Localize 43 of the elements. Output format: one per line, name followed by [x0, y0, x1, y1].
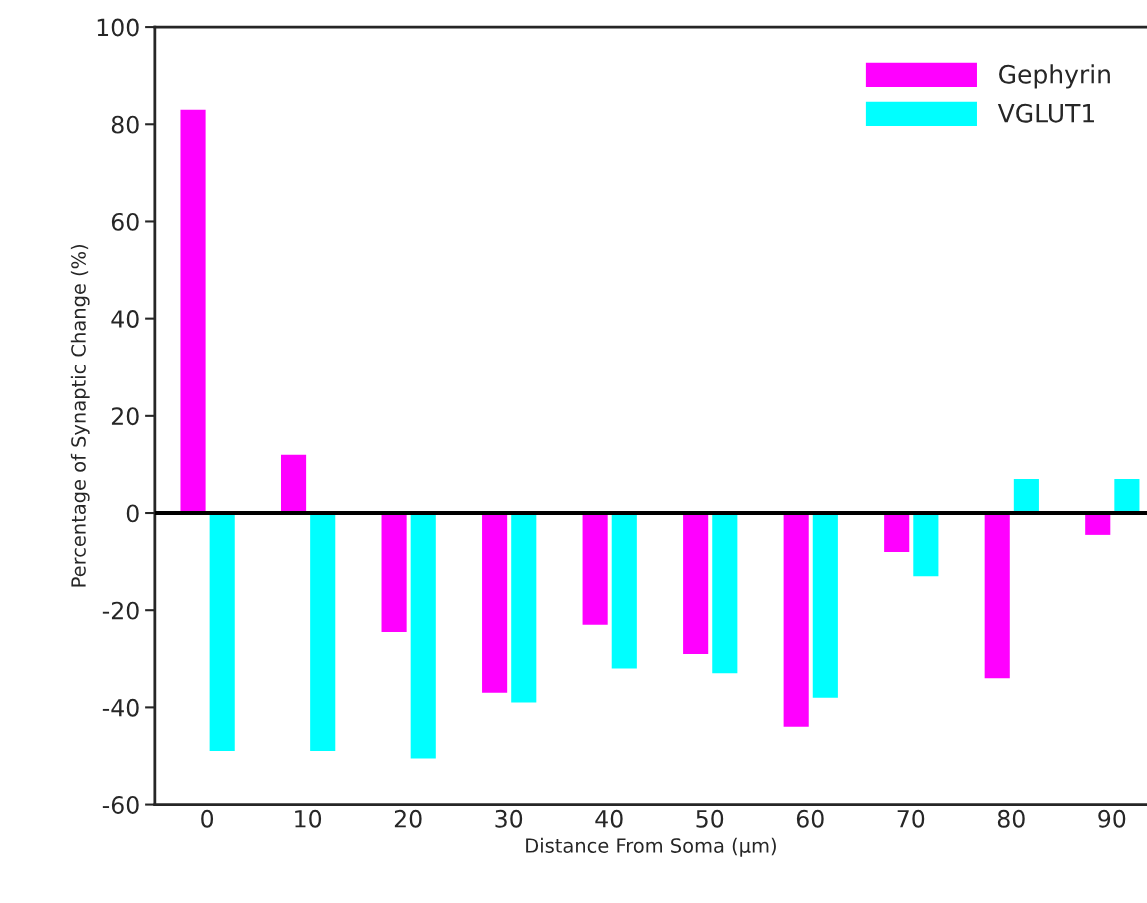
y-tick-label: -20 — [102, 601, 139, 620]
y-tick-label: 0 — [126, 504, 139, 523]
x-tick-label: 50 — [696, 809, 724, 828]
x-tick-label: 0 — [201, 809, 214, 828]
x-tick-label: 30 — [495, 809, 523, 828]
bar — [1114, 479, 1140, 514]
bar — [783, 513, 809, 727]
bar — [812, 513, 838, 698]
bar — [281, 454, 307, 514]
y-tick-label: 40 — [111, 310, 139, 328]
legend-label: VGLUT1 — [997, 103, 1094, 123]
legend-label: Gephyrin — [999, 64, 1110, 89]
y-tick-label: -40 — [102, 698, 139, 717]
y-tick-label: 80 — [111, 115, 139, 134]
bar — [209, 513, 235, 752]
y-axis-title: Percentage of Synaptic Change (%) — [70, 244, 90, 587]
bar — [410, 513, 436, 759]
x-axis-title: Distance From Soma (µm) — [526, 837, 776, 857]
bar — [582, 513, 608, 625]
x-tick-label: 60 — [796, 809, 824, 828]
x-tick-label: 40 — [595, 809, 623, 828]
bar — [310, 513, 336, 752]
x-tick-label: 10 — [295, 809, 322, 828]
bar — [913, 513, 939, 577]
x-tick-label: 80 — [997, 809, 1025, 828]
y-tick-label: 100 — [97, 18, 139, 37]
bar — [712, 513, 738, 674]
bar — [180, 109, 206, 514]
x-tick-label: 90 — [1098, 809, 1126, 828]
bar — [611, 513, 637, 669]
bar — [884, 513, 910, 552]
bar — [984, 513, 1010, 679]
y-tick-label: 20 — [111, 407, 139, 426]
y-tick-label: -60 — [102, 796, 139, 814]
bar — [482, 513, 508, 693]
y-tick-label: 60 — [111, 212, 139, 231]
bar — [511, 513, 537, 703]
bar — [683, 513, 709, 654]
bar — [381, 513, 407, 633]
bar — [1013, 479, 1039, 514]
x-tick-label: 70 — [897, 809, 925, 828]
x-tick-label: 20 — [394, 809, 422, 828]
bar — [1085, 513, 1111, 535]
